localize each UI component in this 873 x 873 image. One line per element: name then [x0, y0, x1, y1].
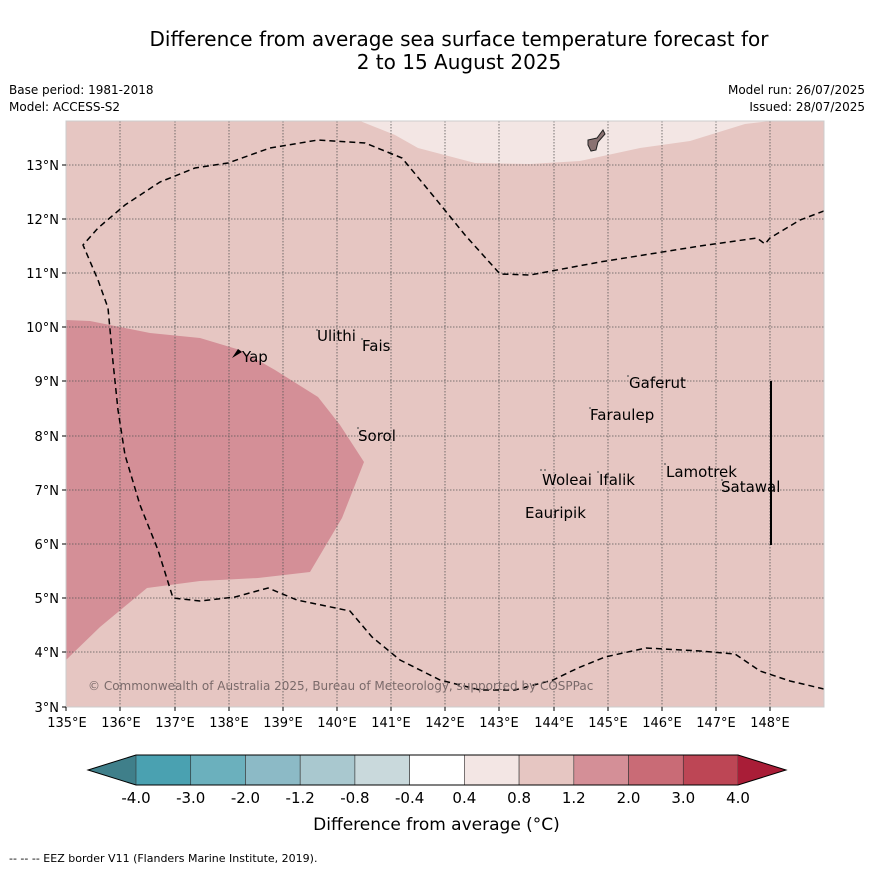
colorbar-swatch-max: [738, 755, 786, 785]
label-ifalik: Ifalik: [599, 471, 635, 489]
lat-label: 3°N: [35, 701, 60, 716]
lon-label: 146°E: [642, 716, 682, 731]
lat-label: 8°N: [35, 430, 60, 445]
map-area: Yap Ulithi Fais Gaferut Faraulep Sorol W…: [66, 121, 824, 707]
label-lamotrek: Lamotrek: [666, 463, 737, 481]
lat-label: 4°N: [35, 646, 60, 661]
label-woleai: Woleai: [542, 471, 592, 489]
colorbar-tick-label: 1.2: [562, 789, 586, 807]
label-yap: Yap: [241, 348, 268, 366]
lat-ticks: [62, 164, 66, 708]
footer-note: -- -- -- EEZ border V11 (Flanders Marine…: [9, 852, 318, 865]
label-fais: Fais: [362, 337, 391, 355]
colorbar-tick-label: -1.2: [286, 789, 315, 807]
colorbar-tick-label: 0.8: [507, 789, 531, 807]
colorbar-swatch: [135, 754, 192, 786]
lon-label: 143°E: [479, 716, 519, 731]
lon-label: 147°E: [696, 716, 736, 731]
lon-label: 142°E: [425, 716, 465, 731]
colorbar-swatches: [88, 754, 786, 786]
lon-label: 140°E: [317, 716, 357, 731]
lat-label: 7°N: [35, 484, 60, 499]
lat-label: 13°N: [26, 159, 59, 174]
lon-label: 145°E: [588, 716, 628, 731]
lon-label: 141°E: [371, 716, 411, 731]
colorbar-swatch: [573, 754, 629, 786]
colorbar-swatch: [245, 754, 301, 786]
colorbar: -4.0 -3.0 -2.0 -1.2 -0.8 -0.4 0.4 0.8 1.2 2.0 3.0 4…: [86, 754, 788, 807]
lon-label: 144°E: [534, 716, 574, 731]
lon-label: 136°E: [101, 716, 141, 731]
colorbar-swatch: [299, 754, 356, 786]
label-sorol: Sorol: [358, 427, 396, 445]
model-name: Model: ACCESS-S2: [9, 100, 121, 114]
colorbar-swatch: [190, 754, 246, 786]
warm-anomaly-region: [66, 320, 364, 660]
meta-right: Model run: 26/07/2025 Issued: 28/07/2025: [728, 82, 865, 116]
meta-left: Base period: 1981-2018 Model: ACCESS-S2: [9, 82, 154, 116]
lon-label: 138°E: [209, 716, 249, 731]
colorbar-ticks: -4.0 -3.0 -2.0 -1.2 -0.8 -0.4 0.4 0.8 1.2 2.0 3.0 4…: [121, 789, 750, 807]
colorbar-swatch: [518, 754, 575, 786]
issued-date: Issued: 28/07/2025: [749, 100, 865, 114]
lat-label: 5°N: [35, 592, 60, 607]
colorbar-outline: [86, 754, 788, 786]
lon-ticks: [65, 707, 771, 711]
place-labels: Yap Ulithi Fais Gaferut Faraulep Sorol W…: [241, 327, 780, 522]
colorbar-tick-label: -2.0: [231, 789, 260, 807]
colorbar-tick-label: -4.0: [121, 789, 150, 807]
model-run: Model run: 26/07/2025: [727, 83, 865, 97]
lat-labels: 13°N 12°N 11°N 10°N 9°N 8°N 7°N 6°N 5°N …: [26, 159, 59, 716]
lon-labels: 135°E 136°E 137°E 138°E 139°E 140°E 141°…: [47, 716, 790, 731]
colorbar-swatch-min: [88, 755, 136, 785]
base-period: Base period: 1981-2018: [9, 83, 154, 97]
colorbar-swatch: [464, 754, 520, 786]
guam-island: [587, 129, 606, 152]
lon-label: 139°E: [263, 716, 303, 731]
colorbar-tick-label: -0.4: [395, 789, 424, 807]
lat-label: 9°N: [35, 375, 60, 390]
colorbar-tick-label: 3.0: [671, 789, 695, 807]
copyright-notice: © Commonwealth of Australia 2025, Bureau…: [88, 679, 593, 693]
map-title: Difference from average sea surface temp…: [0, 28, 873, 74]
colorbar-tick-label: -0.8: [340, 789, 369, 807]
colorbar-swatch: [409, 754, 465, 786]
lon-label: 148°E: [750, 716, 790, 731]
cool-anomaly-region: [360, 121, 770, 164]
colorbar-swatch: [682, 754, 739, 786]
colorbar-tick-label: -3.0: [176, 789, 205, 807]
label-eauripik: Eauripik: [525, 504, 586, 522]
colorbar-label: Difference from average (°C): [313, 815, 560, 835]
yap-island-marker: [232, 349, 242, 358]
lat-label: 12°N: [26, 213, 59, 228]
lat-label: 11°N: [26, 267, 59, 282]
colorbar-swatch: [628, 754, 684, 786]
colorbar-swatch: [354, 754, 410, 786]
lat-label: 10°N: [26, 321, 59, 336]
lon-label: 135°E: [47, 716, 87, 731]
title-line-2: 2 to 15 August 2025: [356, 50, 562, 74]
colorbar-tick-label: 0.4: [452, 789, 476, 807]
label-gaferut: Gaferut: [629, 374, 686, 392]
colorbar-tick-label: 4.0: [726, 789, 750, 807]
label-ulithi: Ulithi: [317, 327, 356, 345]
label-faraulep: Faraulep: [590, 406, 654, 424]
eez-border-line: [82, 139, 824, 691]
label-satawal: Satawal: [721, 478, 780, 496]
lon-label: 137°E: [155, 716, 195, 731]
colorbar-tick-label: 2.0: [617, 789, 641, 807]
title-line-1: Difference from average sea surface temp…: [149, 27, 769, 51]
graticule: [66, 121, 824, 707]
atoll-markers: [316, 329, 723, 481]
lat-label: 6°N: [35, 538, 60, 553]
